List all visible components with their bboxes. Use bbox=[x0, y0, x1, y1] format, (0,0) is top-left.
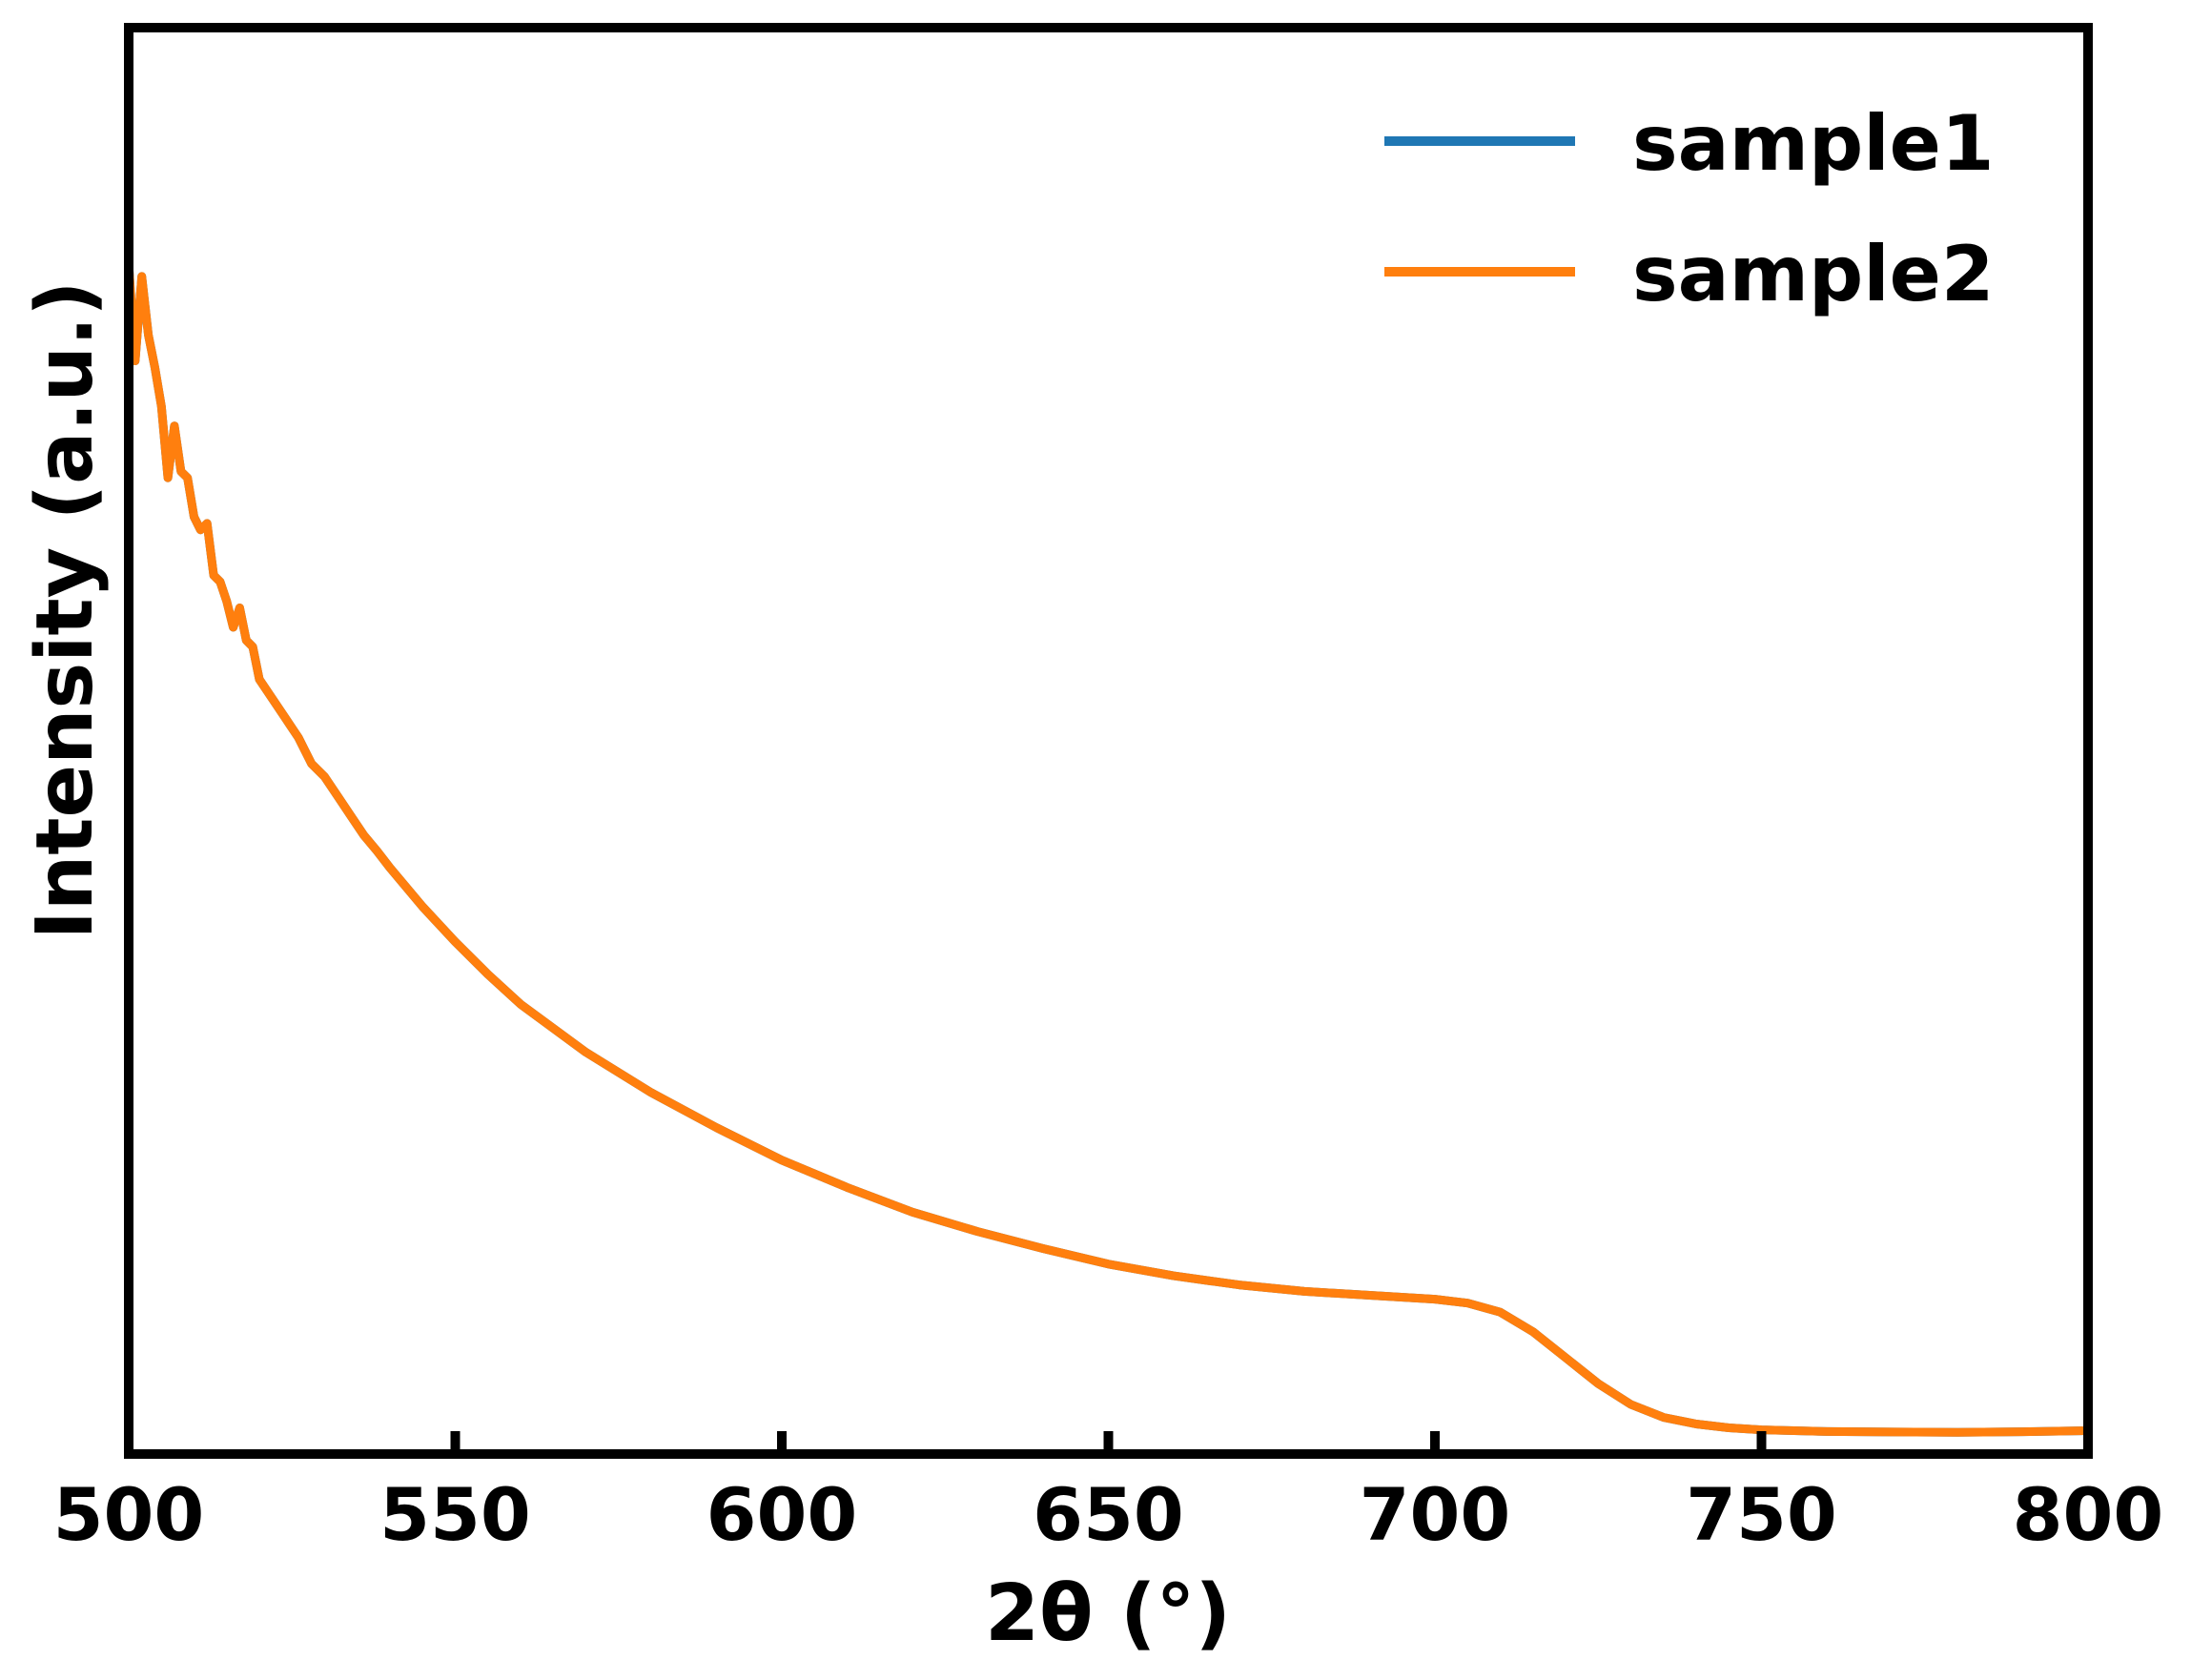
x-tick-label-700: 700 bbox=[1360, 1472, 1511, 1557]
x-tick-label-500: 500 bbox=[53, 1472, 205, 1557]
x-tick-label-800: 800 bbox=[2013, 1472, 2164, 1557]
x-tick-label-750: 750 bbox=[1686, 1472, 1837, 1557]
x-tick-label-600: 600 bbox=[706, 1472, 858, 1557]
legend-label-sample2: sample2 bbox=[1632, 230, 1995, 318]
y-axis-label: Intensity (a.u.) bbox=[20, 280, 111, 939]
x-tick-label-650: 650 bbox=[1033, 1472, 1184, 1557]
legend: sample1 sample2 bbox=[1384, 99, 1995, 318]
series-layer bbox=[124, 258, 2093, 1437]
x-tick-label-550: 550 bbox=[379, 1472, 531, 1557]
legend-label-sample1: sample1 bbox=[1632, 99, 1995, 188]
x-tick-labels: 500 550 600 650 700 750 800 bbox=[53, 1472, 2164, 1557]
x-ticks bbox=[124, 1431, 2093, 1454]
x-axis-label: 2θ (°) bbox=[985, 1568, 1231, 1659]
series-line-sample2 bbox=[124, 258, 2093, 1437]
